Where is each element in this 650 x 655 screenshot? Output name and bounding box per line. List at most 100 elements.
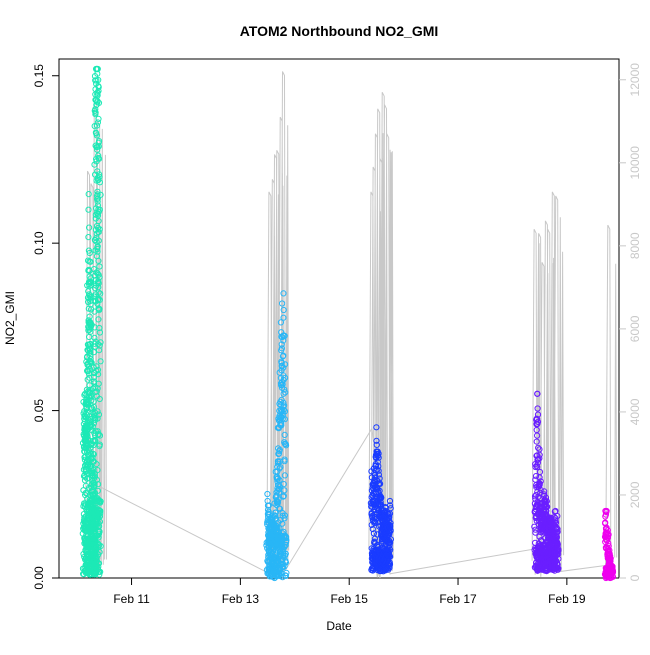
no2-point bbox=[85, 288, 92, 295]
no2-point bbox=[94, 248, 101, 255]
no2-point bbox=[97, 358, 104, 365]
no2-point bbox=[373, 424, 380, 431]
no2-point bbox=[264, 506, 272, 513]
no2-point bbox=[375, 467, 382, 474]
no2-point bbox=[376, 480, 383, 487]
no2-point bbox=[86, 249, 93, 257]
no2-point bbox=[87, 301, 94, 308]
no2-point bbox=[532, 526, 539, 533]
no2-point bbox=[95, 371, 102, 378]
y2-tick-label: 12000 bbox=[628, 63, 642, 97]
no2-point bbox=[281, 512, 288, 519]
no2-point bbox=[87, 323, 94, 330]
no2-point bbox=[273, 474, 280, 481]
no2-point bbox=[83, 414, 90, 421]
no2-point bbox=[94, 92, 101, 99]
no2-point bbox=[384, 524, 391, 531]
no2-point bbox=[92, 237, 99, 244]
no2-point bbox=[91, 161, 98, 168]
no2-point bbox=[386, 552, 393, 559]
no2-point bbox=[86, 273, 93, 280]
no2-point bbox=[94, 224, 102, 232]
no2-point bbox=[282, 389, 289, 396]
no2-point bbox=[80, 420, 88, 428]
no2-point bbox=[96, 305, 103, 313]
no2-point bbox=[276, 446, 283, 453]
no2-point bbox=[96, 155, 103, 162]
no2-point bbox=[534, 459, 542, 466]
no2-point bbox=[387, 539, 394, 546]
no2-point bbox=[538, 514, 546, 521]
no2-point bbox=[536, 451, 543, 458]
no2-point bbox=[95, 229, 102, 236]
no2-point bbox=[94, 191, 101, 198]
no2-point bbox=[95, 481, 102, 488]
no2-point bbox=[387, 502, 394, 509]
no2-point bbox=[541, 491, 548, 498]
no2-point bbox=[373, 448, 381, 456]
no2-point bbox=[533, 462, 540, 469]
no2-point bbox=[96, 395, 103, 403]
no2-point bbox=[85, 234, 92, 241]
no2-point bbox=[91, 334, 98, 341]
no2-point bbox=[91, 123, 98, 130]
no2-point bbox=[97, 510, 104, 517]
no2-point bbox=[92, 415, 99, 422]
no2-point bbox=[374, 452, 382, 459]
no2-point bbox=[607, 555, 614, 562]
no2-point bbox=[609, 568, 617, 576]
no2-point bbox=[368, 474, 375, 481]
no2-point bbox=[375, 463, 382, 470]
no2-point bbox=[282, 441, 289, 448]
no2-point bbox=[376, 487, 383, 494]
no2-point bbox=[277, 319, 284, 326]
no2-point bbox=[95, 257, 102, 264]
no2-point bbox=[87, 258, 94, 265]
no2-point bbox=[96, 226, 103, 233]
no2-point bbox=[281, 408, 289, 415]
no2-point bbox=[280, 364, 287, 371]
no2-points-layer bbox=[79, 65, 617, 582]
no2-point bbox=[93, 65, 100, 73]
no2-point bbox=[96, 171, 103, 178]
no2-point bbox=[281, 332, 288, 339]
no2-point bbox=[280, 352, 287, 359]
no2-point bbox=[86, 343, 93, 350]
no2-point bbox=[93, 461, 100, 468]
no2-point bbox=[90, 488, 97, 495]
no2-point bbox=[281, 515, 288, 522]
no2-point bbox=[85, 191, 92, 198]
no2-point bbox=[533, 426, 540, 434]
no2-point bbox=[93, 122, 101, 129]
no2-point bbox=[97, 543, 104, 550]
y2-tick-label: 2000 bbox=[628, 481, 642, 508]
y2-tick-label: 4000 bbox=[628, 398, 642, 425]
no2-point bbox=[534, 405, 541, 412]
no2-point bbox=[281, 386, 288, 393]
no2-point bbox=[377, 499, 384, 506]
no2-point bbox=[95, 411, 103, 418]
no2-point bbox=[95, 271, 102, 278]
no2-point bbox=[94, 467, 101, 474]
no2-point bbox=[551, 514, 558, 521]
no2-point bbox=[264, 490, 271, 498]
y-tick-label: 0.00 bbox=[32, 566, 46, 590]
no2-point bbox=[86, 386, 93, 393]
no2-point bbox=[552, 507, 559, 515]
no2-point bbox=[92, 129, 100, 136]
no2-point bbox=[604, 534, 611, 541]
no2-point bbox=[533, 438, 540, 445]
no2-point bbox=[95, 296, 102, 303]
no2-point bbox=[275, 496, 282, 503]
no2-point bbox=[95, 528, 102, 535]
no2-point bbox=[94, 415, 101, 422]
no2-point bbox=[97, 498, 104, 505]
no2-point bbox=[275, 445, 282, 452]
no2-point bbox=[84, 376, 91, 383]
no2-point bbox=[97, 290, 104, 297]
no2-point bbox=[86, 224, 93, 231]
no2-point bbox=[271, 524, 278, 531]
altitude-spikes-flight-3 bbox=[368, 91, 394, 579]
no2-point bbox=[89, 423, 96, 430]
